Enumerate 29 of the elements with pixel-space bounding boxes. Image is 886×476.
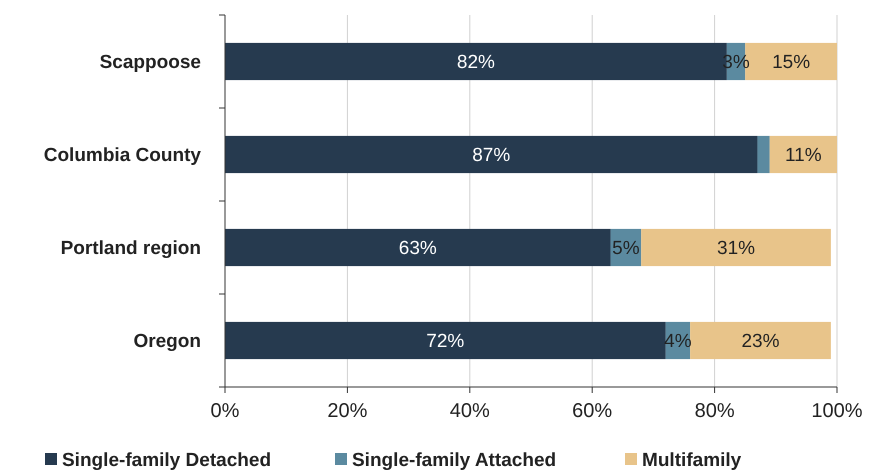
x-tick-label: 0%	[210, 400, 240, 422]
y-tick-label: Oregon	[133, 331, 201, 352]
y-tick-label: Columbia County	[44, 145, 202, 166]
x-tick-label: 40%	[450, 400, 490, 422]
bar	[225, 136, 758, 174]
y-tick-label: Scappoose	[100, 52, 201, 74]
data-label: 72%	[426, 331, 464, 352]
data-label: 11%	[785, 145, 822, 166]
x-tick-label: 100%	[811, 400, 863, 422]
x-tick-label: 20%	[327, 400, 368, 422]
x-tick-label: 60%	[572, 400, 612, 422]
data-label: 5%	[612, 238, 640, 260]
data-label: 23%	[741, 331, 780, 352]
bar	[690, 322, 831, 360]
legend-label: Single-family Attached	[352, 450, 556, 471]
bar	[641, 228, 831, 266]
x-tick-label: 80%	[694, 400, 735, 422]
y-tick-label: Portland region	[60, 238, 201, 260]
data-label: 15%	[772, 52, 810, 74]
legend-label: Single-family Detached	[62, 450, 272, 471]
data-label: 82%	[456, 52, 496, 74]
data-label: 63%	[398, 238, 437, 260]
bar	[225, 322, 666, 360]
legend-label: Multifamily	[642, 450, 742, 471]
data-label: 31%	[717, 238, 756, 260]
bar	[225, 228, 611, 266]
data-label: 87%	[472, 145, 510, 166]
bar	[770, 136, 837, 174]
bar	[757, 136, 770, 174]
